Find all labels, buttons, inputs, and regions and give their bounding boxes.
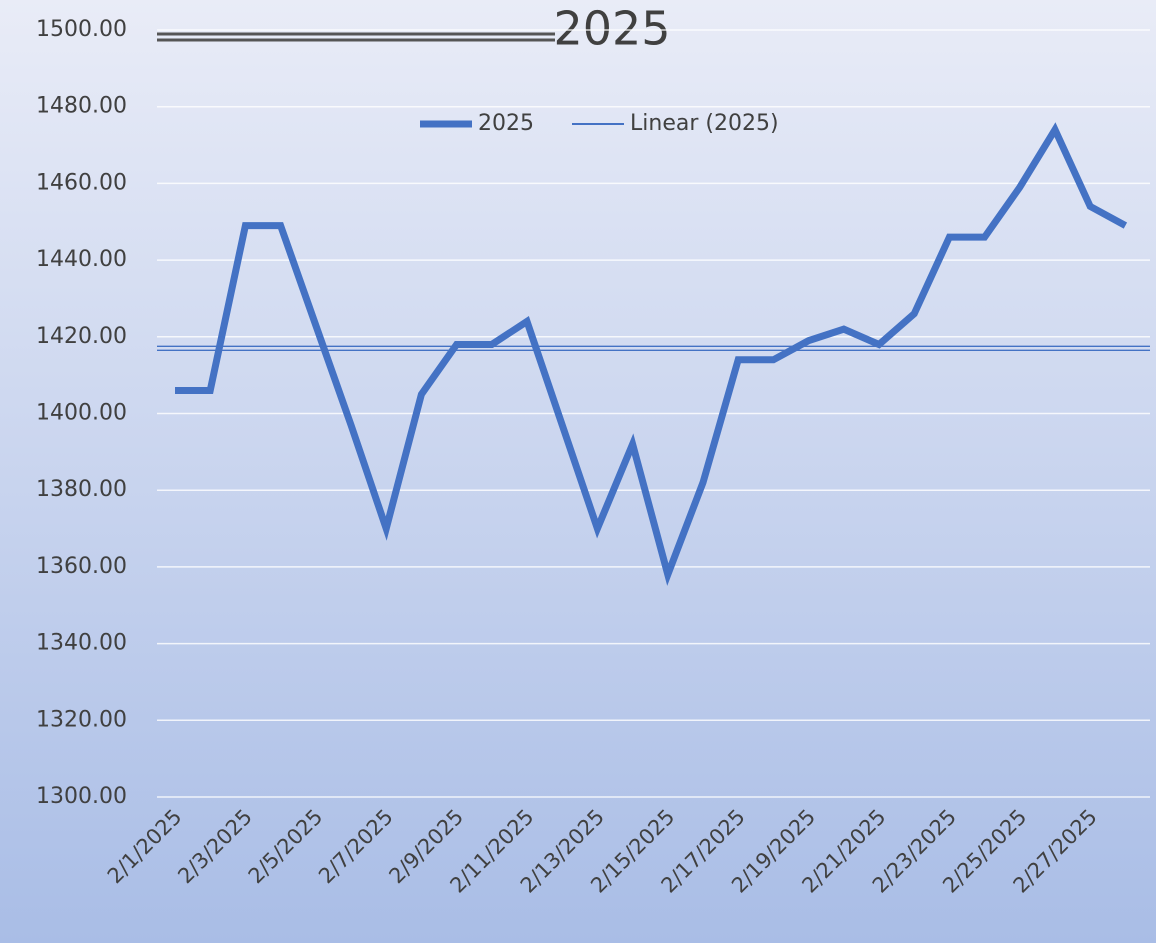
legend-label: 2025 xyxy=(478,111,534,136)
y-tick-label: 1320.00 xyxy=(36,707,127,732)
data-line xyxy=(175,122,1128,586)
y-tick-label: 1340.00 xyxy=(36,631,127,656)
y-tick-label: 1380.00 xyxy=(36,477,127,502)
y-tick-label: 1420.00 xyxy=(36,324,127,349)
y-tick-label: 1460.00 xyxy=(36,170,127,195)
y-tick-label: 1360.00 xyxy=(36,554,127,579)
y-tick-label: 1400.00 xyxy=(36,401,127,426)
legend-label: Linear (2025) xyxy=(630,111,779,136)
y-tick-label: 1480.00 xyxy=(36,94,127,119)
y-tick-label: 1300.00 xyxy=(36,784,127,809)
legend: 2025 Linear (2025) xyxy=(420,111,779,136)
y-tick-label: 1500.00 xyxy=(36,17,127,42)
y-tick-label: 1440.00 xyxy=(36,247,127,272)
chart-title: 2025 xyxy=(553,2,670,56)
